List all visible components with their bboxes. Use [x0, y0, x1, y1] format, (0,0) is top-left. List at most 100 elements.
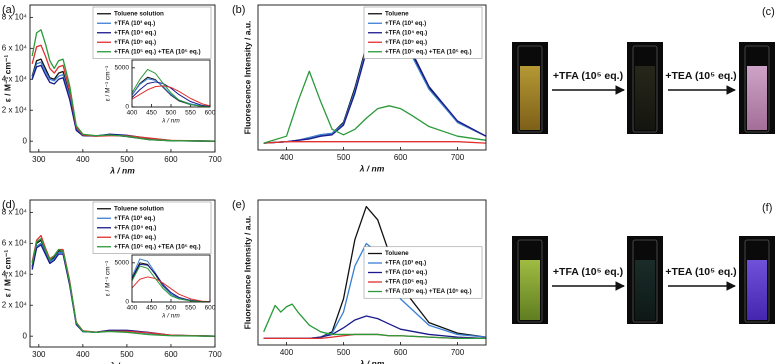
x-tick-label: 300	[32, 155, 46, 164]
legend-label: Toluene	[385, 10, 409, 17]
reaction-step: +TFA (10⁵ eq.)	[553, 70, 623, 82]
vial-solution	[635, 260, 655, 320]
y-tick-label: 0	[125, 104, 129, 111]
y-tick-label: 6 x 10⁴	[2, 238, 28, 247]
vial-solution	[747, 260, 767, 320]
spectrum-line	[263, 303, 486, 340]
plot-frame	[257, 4, 487, 151]
x-tick-label: 500	[337, 153, 351, 162]
y-axis-label: ε / M⁻¹ cm⁻¹	[2, 250, 12, 298]
y-tick-label: 0	[23, 331, 28, 340]
legend-label: +TFA (10⁵ eq.) +TEA (10⁵ eq.)	[385, 288, 472, 295]
vial-solution	[520, 260, 540, 320]
y-axis-label: ε / M⁻¹ cm⁻¹	[105, 260, 112, 296]
x-tick-label: 400	[280, 348, 294, 357]
x-tick-label: 600	[205, 305, 216, 312]
x-tick-label: 550	[185, 110, 196, 117]
y-tick-label: 4 x 10⁴	[2, 74, 28, 83]
spectrum-line	[31, 238, 216, 337]
spectrum-line	[131, 265, 211, 303]
y-tick-label: 4 x 10⁴	[2, 269, 28, 278]
y-tick-label: 0	[125, 299, 129, 306]
x-tick-label: 300	[32, 350, 46, 359]
vial-glass	[744, 239, 770, 323]
legend-label: +TFA (10⁵ eq.) +TEA (10⁵ eq.)	[114, 48, 201, 55]
y-axis-label: ε / M⁻¹ cm⁻¹	[2, 55, 12, 103]
x-tick-label: 450	[146, 305, 157, 312]
legend-label: +TFA (10⁵ eq.) +TEA (10⁵ eq.)	[114, 243, 201, 250]
x-tick-label: 400	[76, 350, 90, 359]
x-tick-label: 600	[164, 350, 178, 359]
legend-label: +TFA (10³ eq.)	[385, 20, 426, 27]
x-tick-label: 400	[280, 153, 294, 162]
spectrum-line	[263, 14, 487, 144]
spectrum-line	[263, 12, 487, 144]
legend-box	[92, 201, 212, 254]
spectrum-line	[263, 70, 487, 144]
panel-label: (c)	[762, 6, 775, 18]
legend-label: +TFA (10⁵ eq.)	[114, 234, 156, 241]
legend-label: +TFA (10⁵ eq.)	[385, 279, 427, 286]
x-tick-label: 600	[394, 348, 408, 357]
x-tick-label: 550	[185, 305, 196, 312]
inset-background	[132, 60, 210, 107]
reaction-step: +TEA (10⁵ eq.)	[665, 70, 736, 82]
legend-label: +TFA (10⁴ eq.)	[114, 29, 156, 36]
spectrum-line	[131, 68, 211, 108]
legend-label: +TFA (10⁵ eq.)	[385, 39, 427, 46]
x-tick-label: 450	[146, 110, 157, 117]
spectrum-line	[263, 141, 487, 144]
y-tick-label: 8 x 10⁴	[2, 12, 28, 21]
x-tick-label: 700	[208, 350, 222, 359]
vial-glass	[517, 239, 543, 323]
panel-label: (d)	[2, 199, 15, 211]
spectrum-line	[131, 85, 211, 107]
x-axis-label: λ / nm	[161, 118, 180, 125]
legend-label: Toluene solution	[114, 205, 164, 212]
vial-glass	[744, 45, 770, 133]
reaction-step: +TEA (10⁵ eq.)	[665, 266, 736, 278]
legend-label: +TFA (10⁴ eq.)	[114, 224, 156, 231]
legend-label: +TFA (10³ eq.)	[385, 260, 426, 267]
panel-label: (f)	[762, 202, 772, 214]
x-axis-label: λ / nm	[359, 358, 385, 364]
legend-label: +TFA (10⁴ eq.)	[385, 29, 427, 36]
reaction-step: +TFA (10⁵ eq.)	[553, 266, 623, 278]
panel-label: (a)	[2, 4, 15, 16]
y-tick-label: 2 x 10⁴	[2, 105, 28, 114]
legend-label: Toluene	[385, 250, 409, 257]
x-tick-label: 600	[394, 153, 408, 162]
x-tick-label: 500	[120, 155, 134, 164]
legend-label: +TFA (10⁵ eq.)	[114, 39, 156, 46]
y-tick-label: 6 x 10⁴	[2, 43, 28, 52]
plot-frame	[131, 254, 211, 303]
x-tick-label: 500	[166, 305, 177, 312]
y-axis-label: ε / M⁻¹ cm⁻¹	[105, 65, 112, 101]
y-tick-label: 0	[23, 136, 28, 145]
y-tick-label: 5000	[115, 260, 130, 267]
vial-solution	[635, 66, 655, 130]
x-tick-label: 500	[337, 348, 351, 357]
x-tick-label: 600	[205, 110, 216, 117]
x-tick-label: 400	[76, 155, 90, 164]
vial-glass	[517, 45, 543, 133]
legend-label: Toluene solution	[114, 10, 164, 17]
x-axis-label: λ / nm	[109, 360, 135, 364]
x-tick-label: 400	[127, 305, 138, 312]
x-axis-label: λ / nm	[359, 163, 385, 173]
spectrum-line	[31, 29, 216, 142]
x-tick-label: 600	[164, 155, 178, 164]
x-axis-label: λ / nm	[161, 313, 180, 320]
vial-solution	[520, 66, 540, 130]
x-tick-label: 500	[120, 350, 134, 359]
y-tick-label: 8 x 10⁴	[2, 207, 28, 216]
x-tick-label: 700	[451, 348, 465, 357]
legend-label: +TFA (10³ eq.)	[114, 20, 155, 27]
spectrum-line	[131, 81, 211, 107]
legend-box	[92, 6, 212, 59]
x-tick-label: 700	[451, 153, 465, 162]
legend-label: +TFA (10³ eq.)	[114, 215, 155, 222]
plot-frame	[29, 199, 216, 348]
y-tick-label: 5000	[115, 65, 130, 72]
